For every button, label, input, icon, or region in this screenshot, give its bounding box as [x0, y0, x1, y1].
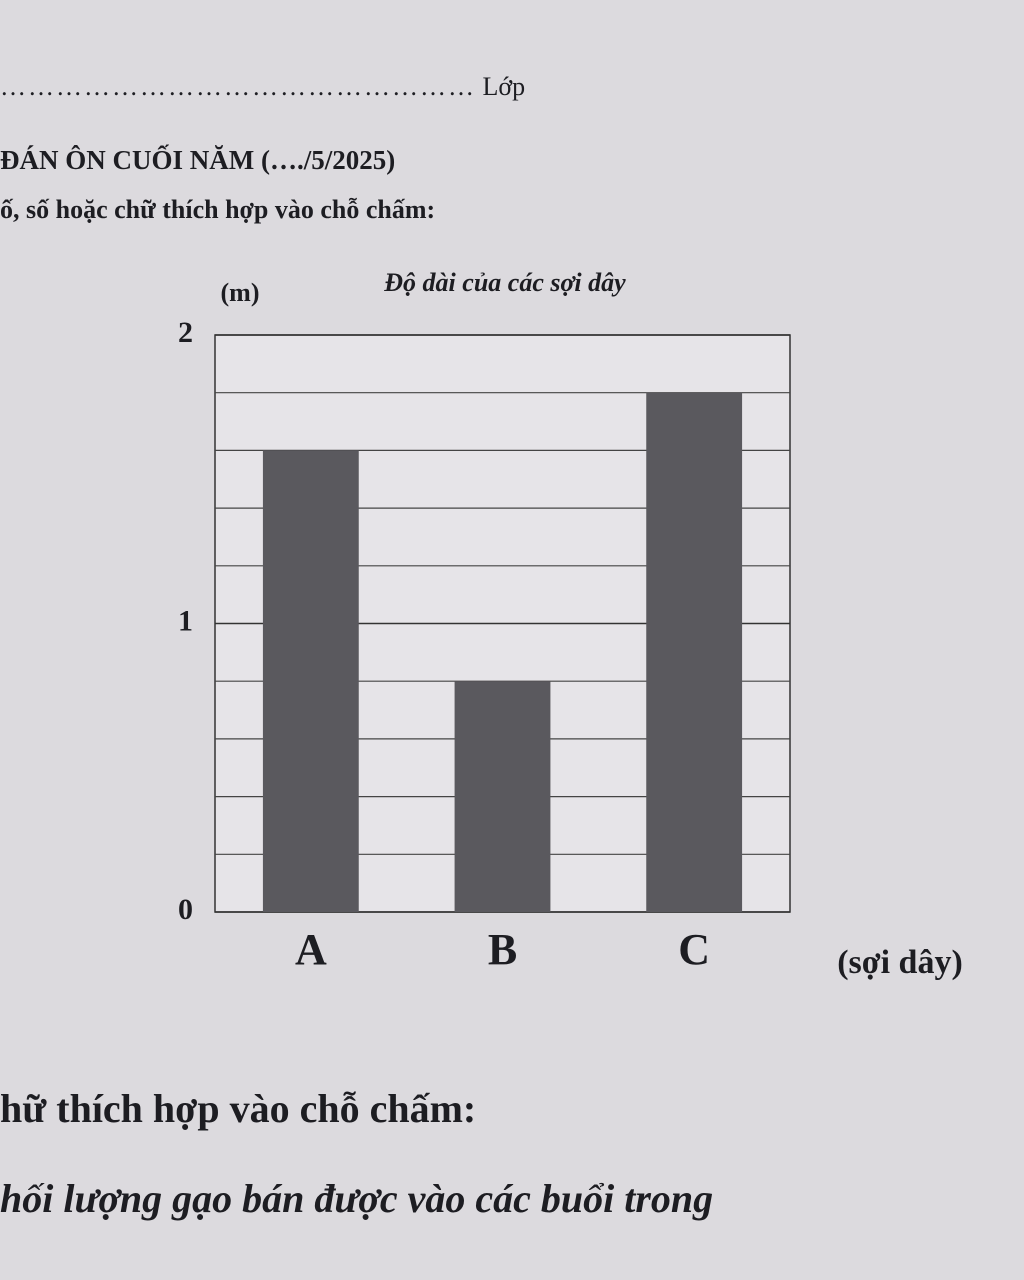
chart: Độ dài của các sợi dây (m) (sợi dây) 0 1 2… [178, 268, 963, 981]
question-text: hối lượng gạo bán được vào các buổi tron… [0, 1176, 714, 1221]
x-axis-label: (sợi dây) [837, 944, 963, 981]
bar [646, 392, 743, 912]
y-tick-label: 0 [178, 893, 193, 926]
x-tick-label: A [295, 925, 327, 974]
bar [262, 450, 359, 912]
y-tick-label: 2 [178, 316, 193, 349]
y-axis-label: (m) [221, 278, 260, 307]
chart-title: Độ dài của các sợi dây [383, 268, 626, 297]
worksheet-title: ĐÁN ÔN CUỐI NĂM (…./5/2025) [0, 145, 396, 175]
name-line: …………………………………………… Lớp [0, 72, 526, 101]
class-label: Lớp [482, 72, 526, 101]
question-heading: hữ thích hợp vào chỗ chấm: [0, 1086, 477, 1131]
y-tick-label: 1 [178, 604, 193, 637]
x-tick-label: B [488, 925, 517, 974]
instruction: ố, số hoặc chữ thích hợp vào chỗ chấm: [0, 195, 436, 224]
x-tick-label: C [678, 925, 710, 974]
bar [454, 681, 551, 912]
